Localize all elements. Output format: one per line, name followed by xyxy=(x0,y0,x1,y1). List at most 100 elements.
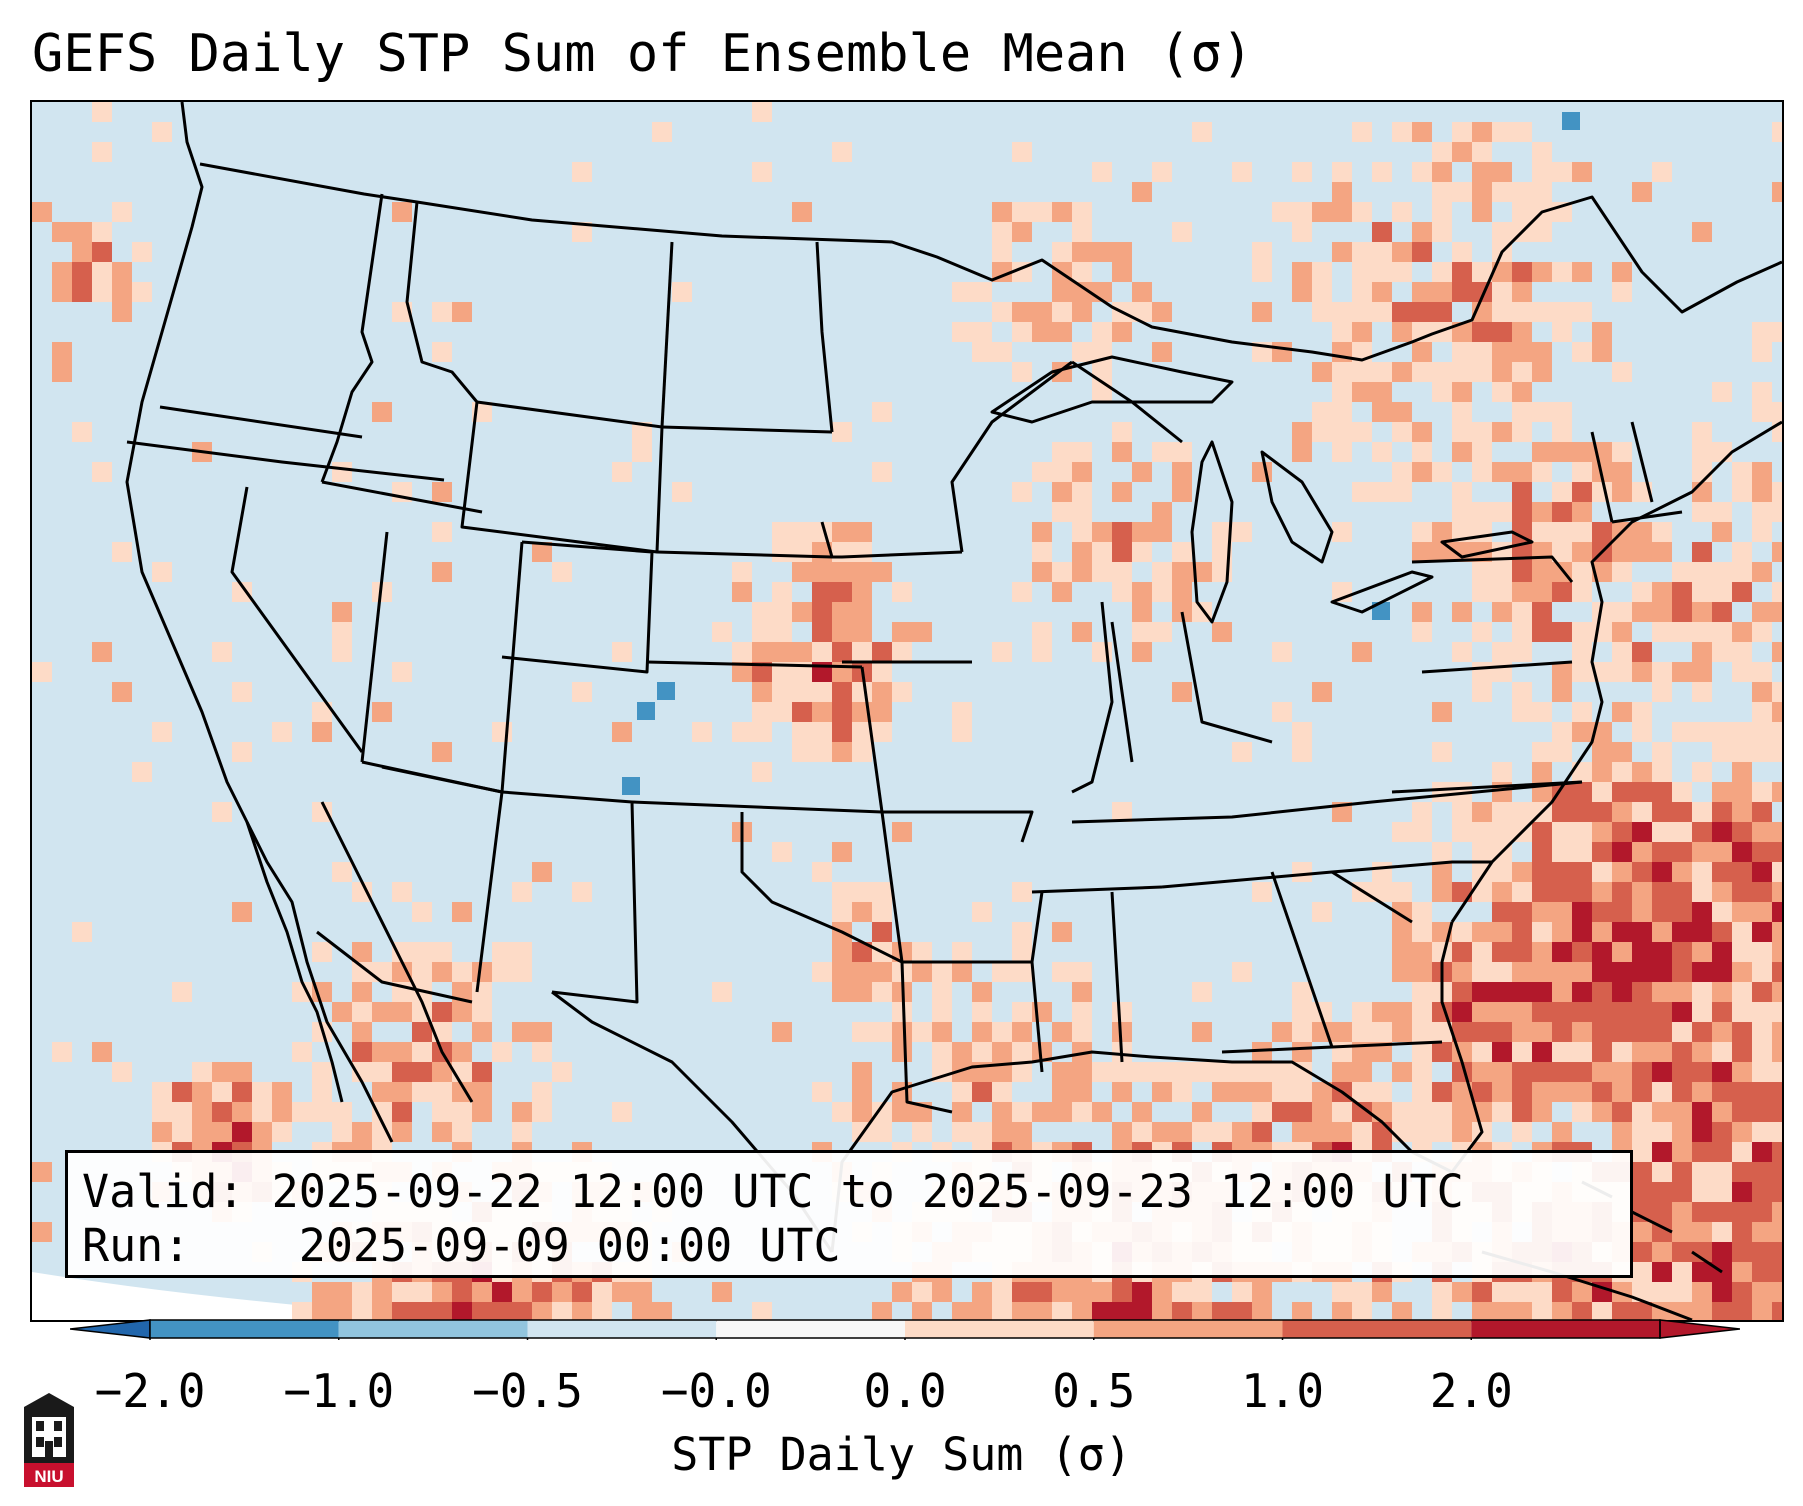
anomaly-cell xyxy=(1532,302,1552,322)
anomaly-cell xyxy=(1452,122,1472,142)
anomaly-cell xyxy=(892,822,912,842)
anomaly-cell xyxy=(392,1042,412,1062)
anomaly-cell xyxy=(1512,802,1532,822)
anomaly-cell xyxy=(212,1062,232,1082)
anomaly-cell xyxy=(512,1102,532,1122)
anomaly-cell xyxy=(1532,1062,1552,1082)
anomaly-cell xyxy=(932,1022,952,1042)
map-panel[interactable] xyxy=(30,100,1784,1322)
anomaly-cell xyxy=(1712,1022,1732,1042)
anomaly-cell xyxy=(1692,902,1712,922)
anomaly-cell xyxy=(1032,622,1052,642)
border-mt-wy xyxy=(660,241,674,428)
anomaly-cell xyxy=(752,102,772,122)
anomaly-cell xyxy=(1472,162,1492,182)
anomaly-cell xyxy=(292,982,312,1002)
anomaly-cell xyxy=(1112,1082,1132,1102)
anomaly-cell xyxy=(352,1042,372,1062)
anomaly-cell xyxy=(1652,802,1672,822)
anomaly-cell xyxy=(1652,1002,1672,1022)
anomaly-cell xyxy=(1332,302,1352,322)
anomaly-cell xyxy=(92,462,112,482)
anomaly-cell xyxy=(1132,182,1152,202)
anomaly-cell xyxy=(1452,422,1472,442)
anomaly-cell xyxy=(1492,1022,1512,1042)
anomaly-cell xyxy=(1772,422,1782,442)
anomaly-cell xyxy=(1392,922,1412,942)
anomaly-cell xyxy=(772,542,792,562)
anomaly-cell xyxy=(212,1082,232,1102)
anomaly-cell xyxy=(1092,542,1112,562)
anomaly-cell xyxy=(1072,1062,1092,1082)
anomaly-cell xyxy=(1552,522,1572,542)
anomaly-cell xyxy=(32,662,52,682)
anomaly-cell xyxy=(1732,562,1752,582)
anomaly-cell xyxy=(1352,1082,1372,1102)
anomaly-cell xyxy=(1472,622,1492,642)
anomaly-cell xyxy=(92,102,112,122)
anomaly-cell xyxy=(1552,1122,1572,1142)
anomaly-cell xyxy=(1572,262,1592,282)
anomaly-cell xyxy=(872,642,892,662)
anomaly-cell xyxy=(1312,262,1332,282)
anomaly-cell xyxy=(832,1102,852,1122)
anomaly-cell xyxy=(1472,682,1492,702)
anomaly-cell xyxy=(1712,842,1732,862)
anomaly-cell xyxy=(1652,1222,1672,1242)
anomaly-cell xyxy=(772,702,792,722)
anomaly-cell xyxy=(1712,1122,1732,1142)
anomaly-cell xyxy=(1132,582,1152,602)
anomaly-cell xyxy=(452,1082,472,1102)
anomaly-cell xyxy=(972,1122,992,1142)
anomaly-cell xyxy=(432,1062,452,1082)
anomaly-cell xyxy=(1012,482,1032,502)
anomaly-cell xyxy=(1652,542,1672,562)
anomaly-cell xyxy=(1512,1122,1532,1142)
border-tx-la xyxy=(900,961,953,1114)
anomaly-cell xyxy=(622,777,640,795)
anomaly-cell xyxy=(972,1082,992,1102)
anomaly-cell xyxy=(1212,1122,1232,1142)
anomaly-cell xyxy=(1432,282,1452,302)
anomaly-cell xyxy=(1532,942,1552,962)
anomaly-cell xyxy=(1372,1022,1392,1042)
anomaly-cell xyxy=(772,522,792,542)
anomaly-cell xyxy=(1172,222,1192,242)
anomaly-cell xyxy=(1672,722,1692,742)
anomaly-cell xyxy=(1332,1282,1352,1302)
anomaly-cell xyxy=(1692,462,1712,482)
anomaly-cell xyxy=(172,1082,192,1102)
anomaly-cell xyxy=(1692,1222,1712,1242)
anomaly-cell xyxy=(1472,182,1492,202)
anomaly-cell xyxy=(1772,902,1782,922)
anomaly-cell xyxy=(1572,1102,1592,1122)
anomaly-cell xyxy=(312,722,332,742)
map-svg xyxy=(32,102,1782,1320)
anomaly-cell xyxy=(1112,1282,1132,1302)
anomaly-cell xyxy=(1632,662,1652,682)
anomaly-cell xyxy=(1712,1202,1732,1222)
anomaly-cell xyxy=(1752,482,1772,502)
anomaly-cell xyxy=(1112,522,1132,542)
anomaly-cell xyxy=(1052,462,1072,482)
anomaly-cell xyxy=(1572,342,1592,362)
anomaly-cell xyxy=(352,942,372,962)
anomaly-cell xyxy=(432,482,452,502)
anomaly-cell xyxy=(1532,902,1552,922)
anomaly-cell xyxy=(1612,1122,1632,1142)
anomaly-cell xyxy=(1012,1042,1032,1062)
anomaly-cell xyxy=(1532,502,1552,522)
anomaly-cell xyxy=(1452,342,1472,362)
anomaly-cell xyxy=(1472,1042,1492,1062)
anomaly-cell xyxy=(1612,602,1632,622)
anomaly-cell xyxy=(1512,282,1532,302)
anomaly-cell xyxy=(1512,642,1532,662)
anomaly-cell xyxy=(892,1002,912,1022)
anomaly-cell xyxy=(312,702,332,722)
anomaly-cell xyxy=(1592,482,1612,502)
anomaly-cell xyxy=(1612,1022,1632,1042)
state-borders xyxy=(125,102,1782,1320)
anomaly-cell xyxy=(1032,462,1052,482)
anomaly-cell xyxy=(1252,462,1272,482)
anomaly-cell xyxy=(1672,1082,1692,1102)
